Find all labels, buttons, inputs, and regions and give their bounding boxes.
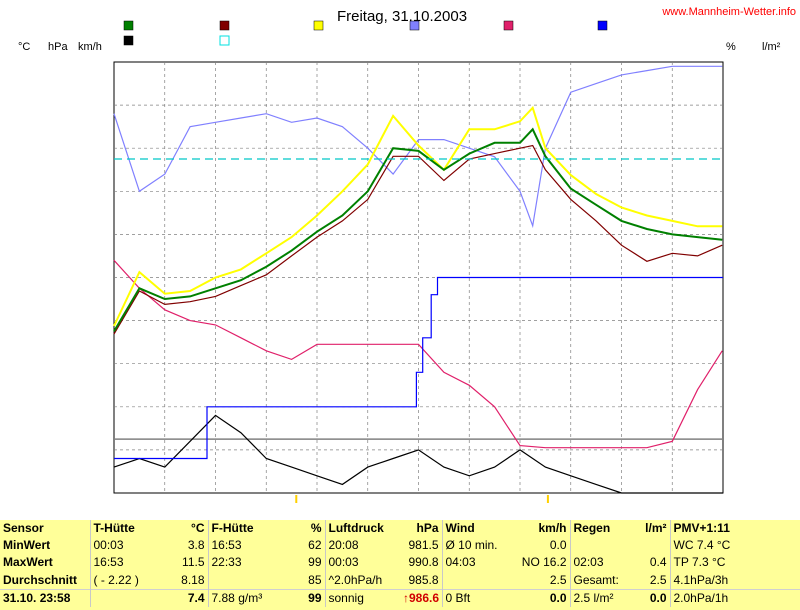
stats-cell: Regen [573,521,611,536]
legend-swatch-1 [219,20,230,31]
sun-markers [295,495,549,503]
stats-cell: % [280,520,326,538]
series-line-regen [114,276,723,460]
stats-cell: F-Hütte [211,521,254,536]
stats-cell [442,572,512,590]
stats-cell: 981.5 [400,537,443,555]
stats-cell: 11.5 [160,554,209,572]
series-line-wind [113,414,723,494]
series-line-luftdruck [113,259,723,449]
stats-cell: Luftdruck [328,521,384,536]
unit-percent: % [726,41,736,53]
unit-kmh: km/h [78,41,102,53]
stats-cell: 16:53 [93,555,124,570]
legend-swatch-4 [503,20,514,31]
stats-cell: 7.88 g/m³ [208,588,280,607]
stats-cell: Durchschnitt [0,571,91,590]
stats-cell: NO 16.2 [512,554,571,572]
current-pressure: 986.6 [409,590,440,605]
stats-cell: 2.5 l/m² [570,588,630,607]
stats-row: Sensor T-Hütte °C F-Hütte% Luftdruck hPa Wind k… [0,520,800,538]
stats-panel: Sensor T-Hütte °C F-Hütte% Luftdruck hPa Wind k… [0,520,800,610]
legend-swatch-3 [409,20,420,31]
stats-cell: 20:08 [328,538,359,553]
stats-cell: 0.0 [630,588,671,607]
stats-cell: km/h [512,520,571,538]
stats-cell: Sensor [0,520,91,538]
stats-cell: 31.10. 23:58 [0,588,91,607]
stats-cell: Ø 10 min. [445,538,498,553]
stats-cell: TP 7.3 °C [673,555,726,570]
legend [123,20,608,46]
stats-row: MinWert 00:03 3.8 16:53 62 20:08 981.5 Ø 10 min… [0,537,800,555]
unit-hpa: hPa [48,41,68,53]
stats-row: MaxWert 16:53 11.5 22:33 99 00:03 990.8 04:03 NO… [0,554,800,572]
stats-row: Durchschnitt( - 2.22 ) 8.18 85 ^2.0hPa/h 985… [0,571,800,590]
stats-cell [90,588,160,607]
stats-cell [630,537,671,555]
stats-cell: 62 [280,537,326,555]
series-lines [113,65,723,494]
series-line-tsonne [113,105,723,327]
stats-cell: 0.0 [512,588,571,607]
stats-cell: 985.8 [400,571,443,590]
legend-swatch-7 [219,35,230,46]
stats-cell: 85 [280,571,326,590]
stats-cell: 3.8 [160,537,209,555]
stats-cell: 8.18 [160,571,209,590]
stats-cell [570,537,630,554]
stats-cell: 2.5 [512,571,571,590]
stats-cell: 2.5 [630,571,671,590]
stats-cell: ^2.0hPa/h [328,572,383,587]
chart-title: Freitag, 31.10.2003 [337,8,467,25]
site-link[interactable]: www.Mannheim-Wetter.info [661,6,796,18]
stats-table: Sensor T-Hütte °C F-Hütte% Luftdruck hPa Wind k… [0,520,800,607]
stats-cell: 0 Bft [442,588,512,607]
stats-cell: l/m² [630,520,671,538]
stats-cell: 2.0hPa/1h [670,588,800,607]
stats-cell: Wind [445,521,475,536]
stats-cell: 99 [280,588,326,607]
stats-cell: Gesamt: [573,572,619,587]
stats-cell: MaxWert [0,554,91,572]
weather-chart: Freitag, 31.10.2003 www.Mannheim-Wetter.… [18,6,796,503]
series-line-t5cm [113,144,723,335]
legend-swatch-2 [313,20,324,31]
pressure-trend-icon: ↑ [403,590,409,605]
stats-cell: T-Hütte [93,521,135,536]
stats-row: 31.10. 23:58 7.4 7.88 g/m³ 99 sonnig ↑986.6 0 … [0,588,800,607]
stats-cell: PMV+1:11 [673,521,730,536]
legend-swatch-0 [123,20,134,31]
stats-cell: ( - 2.22 ) [93,572,139,587]
stats-cell: 16:53 [211,538,242,553]
stats-cell: 0.4 [630,554,671,572]
stats-cell: MinWert [0,537,91,555]
stats-cell: ↑986.6 [400,588,443,607]
stats-cell: 99 [280,554,326,572]
stats-cell [208,572,280,590]
unit-l-per-m2: l/m² [762,41,781,53]
series-line-fhtte [113,65,723,229]
stats-cell: WC 7.4 °C [673,538,731,553]
stats-cell: 00:03 [93,538,124,553]
stats-cell: 22:33 [211,555,242,570]
series-line-thtte [113,127,723,332]
stats-cell: 00:03 [328,555,359,570]
stats-cell: °C [160,520,209,538]
stats-cell: hPa [400,520,443,538]
stats-cell: 990.8 [400,554,443,572]
unit-celsius: °C [18,41,30,53]
legend-swatch-6 [123,35,134,46]
stats-cell: 0.0 [512,537,571,555]
stats-cell: 02:03 [573,555,604,570]
stats-cell: 4.1hPa/3h [673,572,729,587]
stats-cell: 04:03 [445,555,476,570]
legend-swatch-5 [597,20,608,31]
stats-cell: 7.4 [160,588,209,607]
stats-cell: sonnig [325,588,400,607]
